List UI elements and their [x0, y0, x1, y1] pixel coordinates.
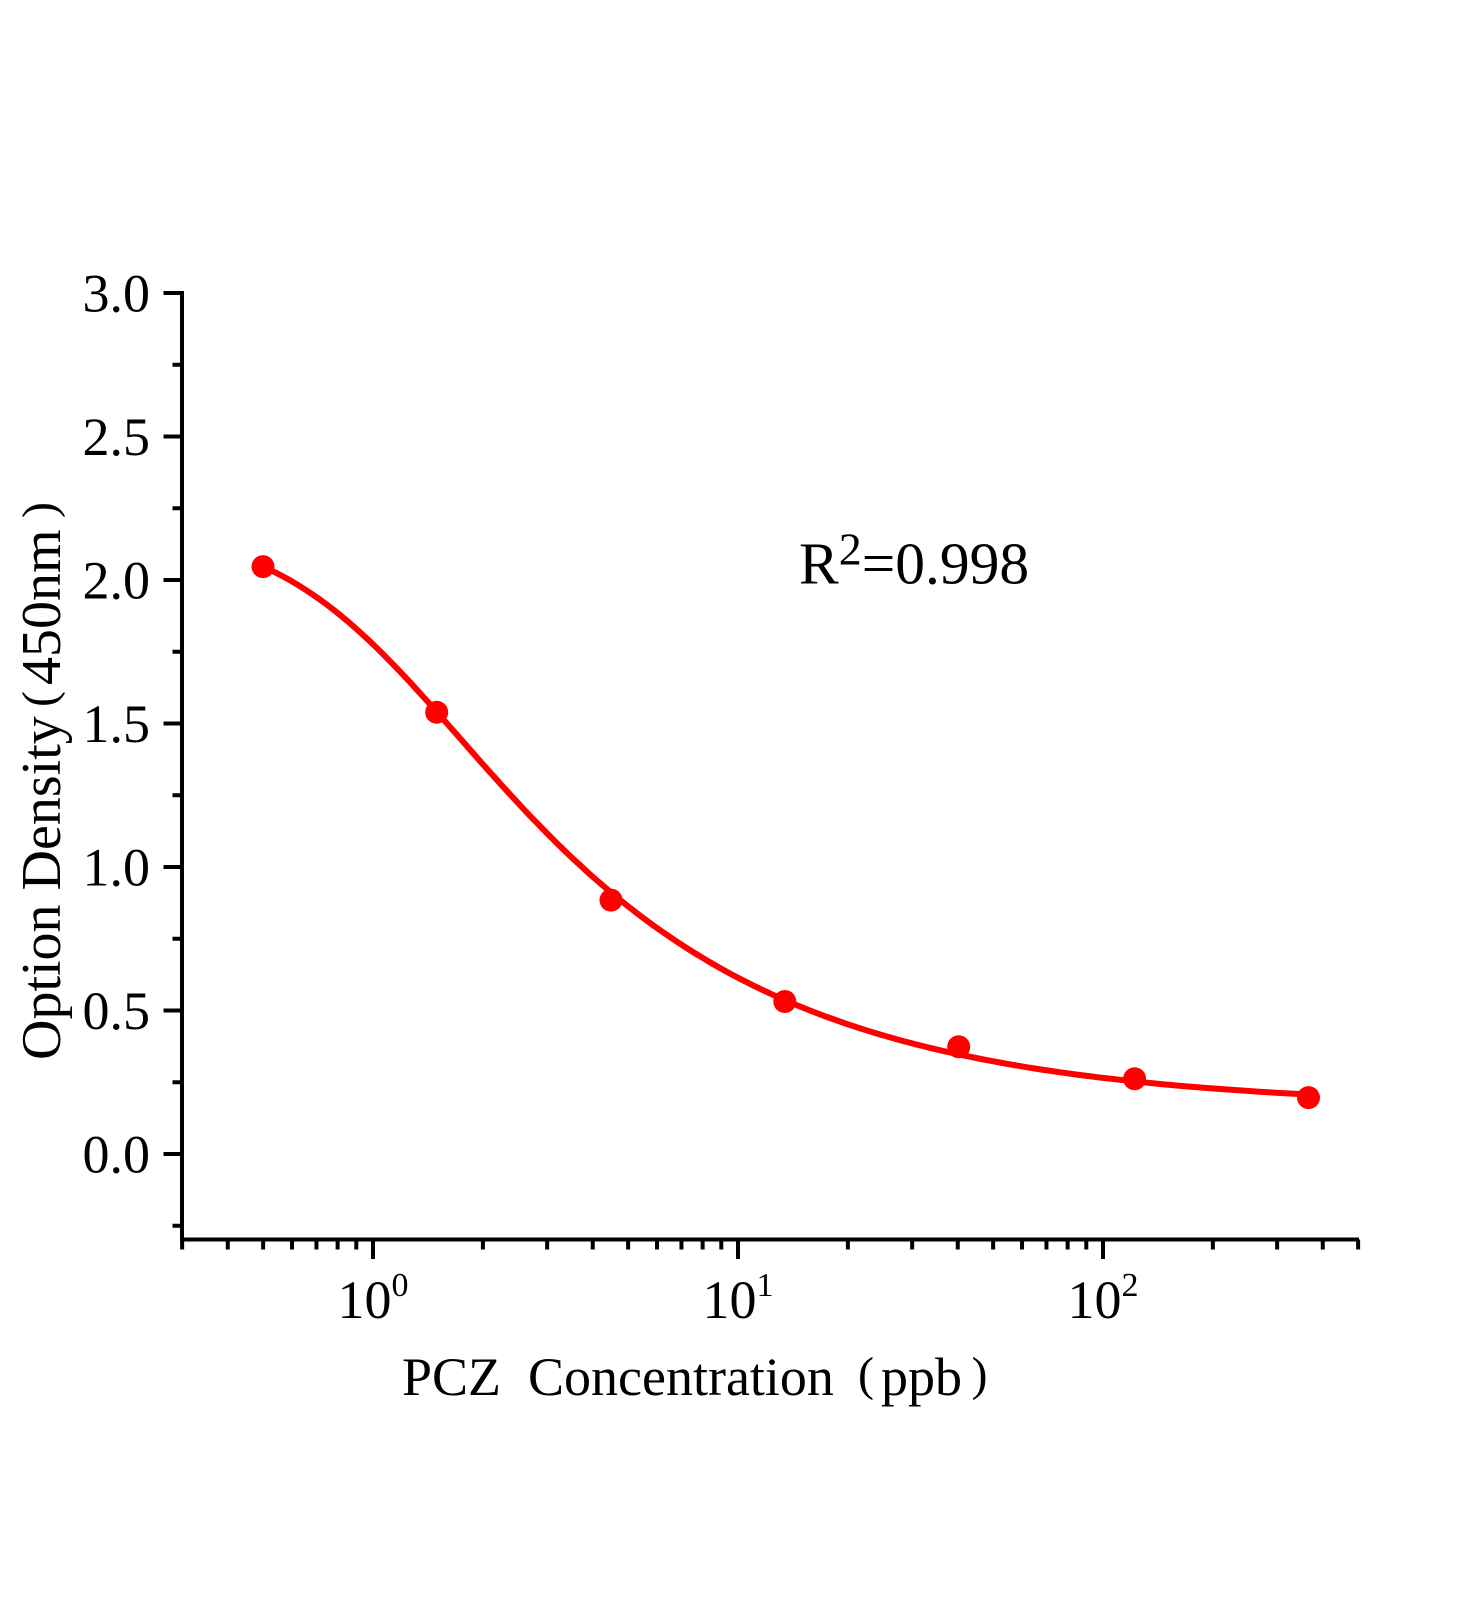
svg-text:0.0: 0.0: [83, 1125, 151, 1185]
svg-text:1.5: 1.5: [83, 694, 151, 754]
svg-text:(: (: [13, 691, 66, 707]
svg-text:Option Density: Option Density: [11, 716, 73, 1060]
svg-text:PCZ: PCZ: [402, 1347, 501, 1407]
svg-text:450nm: 450nm: [11, 529, 73, 685]
svg-text:ppb: ppb: [881, 1347, 962, 1407]
svg-text:(: (: [858, 1348, 874, 1401]
svg-text:1.0: 1.0: [83, 838, 151, 898]
svg-text:): ): [13, 502, 66, 518]
svg-text:2.0: 2.0: [83, 551, 151, 611]
svg-text:0.5: 0.5: [83, 981, 151, 1041]
svg-text:R2=0.998: R2=0.998: [799, 524, 1029, 597]
svg-text:3.0: 3.0: [83, 264, 151, 324]
svg-text:): ): [972, 1348, 988, 1401]
svg-text:2.5: 2.5: [83, 407, 151, 467]
svg-text:Concentration: Concentration: [528, 1347, 834, 1407]
